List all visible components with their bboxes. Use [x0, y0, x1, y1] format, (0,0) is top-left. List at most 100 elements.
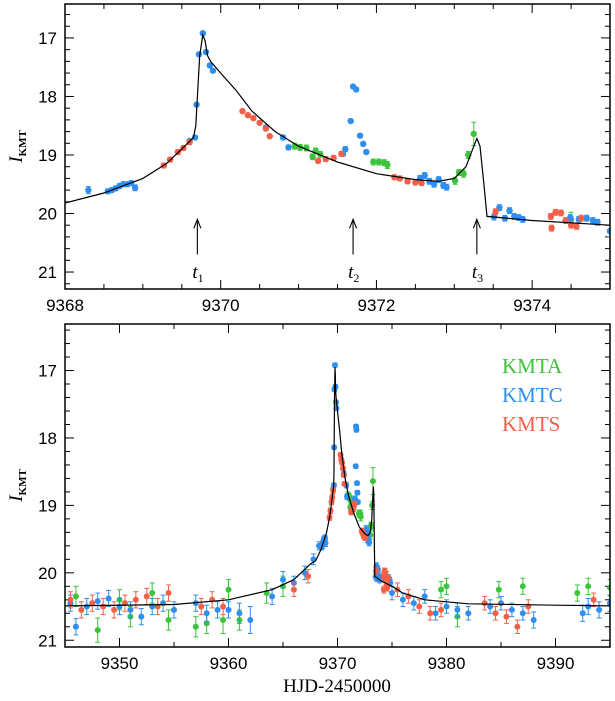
legend-kmtc: KMTC: [502, 383, 563, 407]
data-point-kmts: [438, 606, 445, 613]
data-point-kmtc: [426, 178, 433, 185]
data-point-kmtc: [410, 600, 417, 607]
y-tick-label: 21: [38, 631, 57, 650]
data-point-kmts: [492, 208, 499, 215]
data-point-kmts: [548, 224, 555, 232]
data-point-kmtc: [366, 539, 373, 546]
data-point-kmtc: [315, 542, 322, 549]
top-panel-zoom-view: 9368 9370 9372 9374 17 18 19 20 21 IKMT t1 t2 t3: [6, 3, 611, 315]
data-point-kmta: [225, 586, 232, 593]
data-point-kmta: [443, 583, 450, 590]
data-point-kmts: [338, 150, 345, 158]
annotation-t3: t3: [472, 262, 483, 285]
data-point-kmtc: [116, 603, 123, 610]
data-point-kmta: [149, 590, 156, 597]
data-point-kmts: [67, 596, 74, 603]
data-point-kmts: [305, 573, 312, 580]
data-point-kmta: [309, 153, 316, 160]
bottom-panel-full-view: 9350 9360 9370 9380 9390 17 18 19 20 21 IKMT: [6, 323, 611, 673]
data-point-kmts: [514, 623, 521, 630]
x-tick-label: 9368: [46, 296, 84, 315]
data-point-kmtc: [352, 463, 359, 470]
data-point-kmtc: [214, 606, 221, 613]
data-point-kmts: [111, 606, 118, 613]
data-point-kmtc: [487, 603, 494, 610]
data-point-kmtc: [363, 148, 370, 156]
data-point-kmta: [220, 617, 227, 624]
model-curve: [65, 367, 610, 607]
y-tick-label: 21: [38, 263, 57, 282]
data-point-kmtc: [506, 207, 513, 214]
data-point-kmtc: [209, 67, 217, 74]
plot-frame: [64, 3, 611, 290]
x-tick-label: 9370: [319, 654, 357, 673]
data-point-kmta: [72, 593, 79, 600]
y-axis-label: IKMT: [6, 469, 29, 503]
data-point-kmts: [100, 603, 107, 610]
data-point-kmtc: [202, 48, 210, 56]
y-axis-label: IKMT: [6, 130, 29, 164]
data-point-kmtc: [331, 362, 338, 369]
data-point-kmtc: [94, 598, 101, 605]
x-axis-label: HJD-2450000: [283, 676, 391, 697]
y-tick-label: 20: [38, 205, 57, 224]
data-point-kmtc: [454, 606, 461, 613]
data-point-kmtc: [583, 214, 590, 222]
x-tick-label: 9370: [202, 296, 240, 315]
data-point-kmts: [262, 125, 270, 132]
data-point-kmta: [519, 583, 526, 590]
x-tick-label: 9374: [513, 296, 551, 315]
data-point-kmtc: [160, 600, 167, 607]
data-point-kmts: [244, 111, 252, 119]
data-point-kmtc: [585, 603, 592, 610]
data-point-kmta: [585, 583, 592, 590]
data-point-kmtc: [72, 623, 79, 630]
data-point-kmts: [165, 590, 172, 597]
data-point-kmts: [132, 596, 139, 603]
data-point-kmta: [369, 478, 376, 485]
data-point-kmtc: [280, 576, 286, 583]
data-point-kmtc: [465, 610, 472, 617]
data-point-kmts: [396, 175, 403, 182]
data-point-kmts: [382, 569, 389, 576]
data-point-kmtc: [596, 606, 603, 613]
data-point-kmts: [351, 501, 358, 508]
data-point-kmts: [198, 603, 205, 610]
data-point-kmtc: [579, 610, 586, 617]
data-point-kmtc: [236, 610, 243, 617]
data-point-kmtc: [519, 610, 526, 617]
data-point-kmts: [547, 213, 555, 220]
data-point-kmta: [470, 130, 477, 138]
data-point-kmta: [370, 158, 377, 166]
x-tick-label: 9372: [358, 296, 396, 315]
y-tick-label: 18: [38, 429, 57, 448]
data-point-kmts: [416, 603, 423, 610]
data-point-kmtc: [203, 610, 210, 617]
y-tick-label: 17: [38, 29, 57, 48]
data-point-kmtc: [421, 172, 428, 179]
data-point-kmts: [590, 596, 597, 603]
data-point-kmtc: [353, 426, 360, 433]
data-point-kmtc: [430, 181, 438, 188]
data-point-kmtc: [127, 606, 134, 613]
data-point-kmta: [574, 590, 581, 597]
data-point-kmta: [357, 513, 364, 520]
data-point-kmtc: [389, 590, 395, 597]
data-point-kmtc: [138, 613, 145, 620]
data-point-kmta: [203, 620, 210, 627]
data-point-kmts: [503, 613, 510, 620]
legend-kmta: KMTA: [502, 354, 563, 378]
data-point-kmtc: [83, 603, 90, 610]
plot-frame: [64, 323, 611, 648]
data-point-kmtc: [508, 606, 515, 613]
data-point-kmts: [78, 606, 85, 613]
data-point-kmta: [165, 617, 172, 624]
data-point-kmta: [438, 586, 445, 593]
data-point-kmts: [427, 610, 434, 617]
data-point-kmts: [418, 179, 425, 187]
arrow-head-icon: [349, 217, 358, 229]
data-point-kmts: [557, 209, 565, 217]
data-point-kmtc: [225, 606, 232, 613]
legend: KMTA KMTC KMTS: [502, 354, 563, 436]
